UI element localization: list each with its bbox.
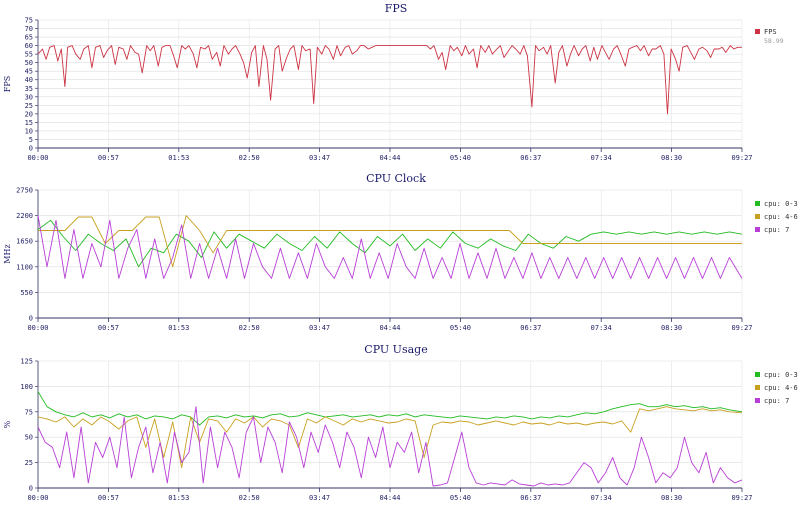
y-tick-label: 70 (25, 25, 33, 33)
y-tick-label: 25 (25, 459, 33, 467)
y-tick-label: 65 (25, 34, 33, 42)
y-tick-label: 5 (29, 136, 33, 144)
x-tick-label: 06:37 (520, 494, 541, 502)
x-tick-label: 04:44 (379, 494, 400, 502)
x-tick-label: 00:00 (27, 154, 48, 162)
y-tick-label: 50 (25, 434, 33, 442)
x-tick-label: 07:34 (591, 154, 612, 162)
y-tick-label: 75 (25, 17, 33, 25)
y-tick-label: 45 (25, 68, 33, 76)
y-tick-label: 0 (29, 485, 33, 493)
x-tick-label: 08:30 (661, 154, 682, 162)
legend-swatch (755, 372, 760, 377)
series-line-cpu-0-3 (37, 391, 743, 426)
legend-label: cpu: 4-6 (764, 384, 798, 392)
y-axis-label: MHz (3, 244, 12, 263)
x-tick-label: 09:27 (731, 324, 752, 332)
x-tick-label: 03:47 (309, 494, 330, 502)
legend-swatch (755, 214, 760, 219)
legend-label: cpu: 7 (764, 226, 789, 234)
x-tick-label: 05:40 (450, 324, 471, 332)
x-tick-label: 00:57 (98, 494, 119, 502)
y-tick-label: 60 (25, 42, 33, 50)
x-tick-label: 06:37 (520, 324, 541, 332)
x-tick-label: 04:44 (379, 154, 400, 162)
y-tick-label: 2750 (16, 187, 33, 195)
x-tick-label: 07:34 (591, 324, 612, 332)
x-tick-label: 01:53 (168, 494, 189, 502)
legend-swatch (755, 398, 760, 403)
x-tick-label: 05:40 (450, 154, 471, 162)
y-tick-label: 20 (25, 110, 33, 118)
y-tick-label: 55 (25, 51, 33, 59)
x-tick-label: 01:53 (168, 154, 189, 162)
legend-swatch (755, 227, 760, 232)
series-line-cpu-7 (37, 406, 743, 487)
x-tick-label: 02:50 (239, 154, 260, 162)
x-tick-label: 03:47 (309, 154, 330, 162)
legend-label: cpu: 7 (764, 397, 789, 405)
x-tick-label: 03:47 (309, 324, 330, 332)
x-tick-label: 02:50 (239, 494, 260, 502)
y-tick-label: 35 (25, 85, 33, 93)
y-tick-label: 1100 (16, 263, 33, 271)
y-axis-label: % (3, 420, 12, 428)
legend-value: 58.99 (764, 37, 784, 45)
y-tick-label: 0 (29, 145, 33, 153)
y-tick-label: 100 (20, 383, 33, 391)
legend-swatch (755, 201, 760, 206)
legend-label: FPS (764, 28, 777, 36)
y-tick-label: 50 (25, 59, 33, 67)
y-tick-label: 30 (25, 93, 33, 101)
series-line-cpu-0-3 (37, 219, 743, 268)
x-tick-label: 01:53 (168, 324, 189, 332)
y-tick-label: 2200 (16, 212, 33, 220)
series-line-fps (37, 45, 742, 115)
legend-swatch (755, 29, 760, 34)
series-line-cpu-4-6 (37, 406, 743, 469)
x-tick-label: 08:30 (661, 324, 682, 332)
x-tick-label: 00:57 (98, 154, 119, 162)
y-tick-label: 125 (20, 358, 33, 366)
x-tick-label: 08:30 (661, 494, 682, 502)
chart-title: CPU Clock (366, 172, 426, 185)
x-tick-label: 09:27 (731, 154, 752, 162)
y-tick-label: 75 (25, 408, 33, 416)
y-tick-label: 40 (25, 76, 33, 84)
x-tick-label: 09:27 (731, 494, 752, 502)
chart-title: FPS (385, 2, 408, 15)
x-tick-label: 00:00 (27, 324, 48, 332)
y-tick-label: 10 (25, 127, 33, 135)
x-tick-label: 00:57 (98, 324, 119, 332)
legend-label: cpu: 4-6 (764, 213, 798, 221)
chart-title: CPU Usage (364, 343, 427, 356)
x-tick-label: 00:00 (27, 494, 48, 502)
series-line-cpu-7 (37, 215, 743, 279)
x-tick-label: 04:44 (379, 324, 400, 332)
chart-panel-1: CPU Clock 0 550 1100 1650 2200 2750 00:00 00:57 0… (3, 172, 798, 332)
x-tick-label: 06:37 (520, 154, 541, 162)
y-tick-label: 25 (25, 102, 33, 110)
x-tick-label: 02:50 (239, 324, 260, 332)
legend-label: cpu: 0-3 (764, 371, 798, 379)
chart-panel-2: CPU Usage 0 25 50 75 100 125 00:00 00:57 01:53 02:… (3, 343, 798, 502)
y-axis-label: FPS (3, 76, 12, 92)
y-tick-label: 1650 (16, 238, 33, 246)
legend-label: cpu: 0-3 (764, 200, 798, 208)
legend-swatch (755, 385, 760, 390)
y-tick-label: 550 (20, 289, 33, 297)
x-tick-label: 05:40 (450, 494, 471, 502)
series-line-cpu-4-6 (38, 215, 742, 268)
y-tick-label: 15 (25, 119, 33, 127)
y-tick-label: 0 (29, 315, 33, 323)
x-tick-label: 07:34 (591, 494, 612, 502)
